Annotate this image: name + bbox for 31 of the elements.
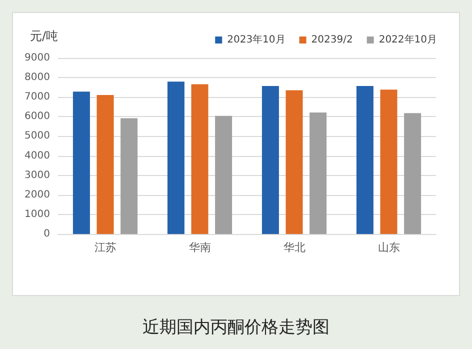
y-tick-label: 5000 — [24, 130, 50, 142]
legend-label: 2023年10月 — [227, 34, 286, 46]
y-axis-title: 元/吨 — [30, 29, 58, 43]
bar — [286, 90, 303, 234]
bar — [191, 84, 208, 234]
y-tick-label: 2000 — [24, 189, 50, 200]
bar — [262, 86, 279, 234]
legend-label: 2022年10月 — [378, 34, 438, 46]
x-tick-label: 华南 — [188, 241, 211, 254]
y-tick-label: 4000 — [24, 150, 50, 162]
y-tick-label: 1000 — [24, 208, 50, 220]
text: 近期国内丙酮价格走势图 — [142, 318, 330, 338]
x-tick-label: 华北 — [283, 241, 306, 254]
bar — [380, 90, 398, 234]
bar — [167, 82, 184, 234]
y-tick-label: 9000 — [24, 52, 50, 64]
x-tick-label: 江苏 — [94, 241, 116, 254]
y-tick-label: 7000 — [24, 92, 50, 103]
y-tick-label: 0 — [44, 228, 50, 240]
bar — [96, 94, 114, 234]
y-tick-label: 8000 — [24, 72, 50, 84]
legend-label: 20239/2 — [311, 34, 353, 46]
bar — [356, 86, 374, 234]
bar — [404, 113, 422, 234]
bar — [120, 118, 138, 234]
bar — [72, 92, 90, 234]
bar — [215, 116, 232, 234]
x-tick-label: 山东 — [378, 241, 400, 254]
y-tick-label: 6000 — [24, 111, 50, 122]
y-tick-label: 3000 — [24, 170, 50, 181]
bar — [310, 112, 327, 234]
